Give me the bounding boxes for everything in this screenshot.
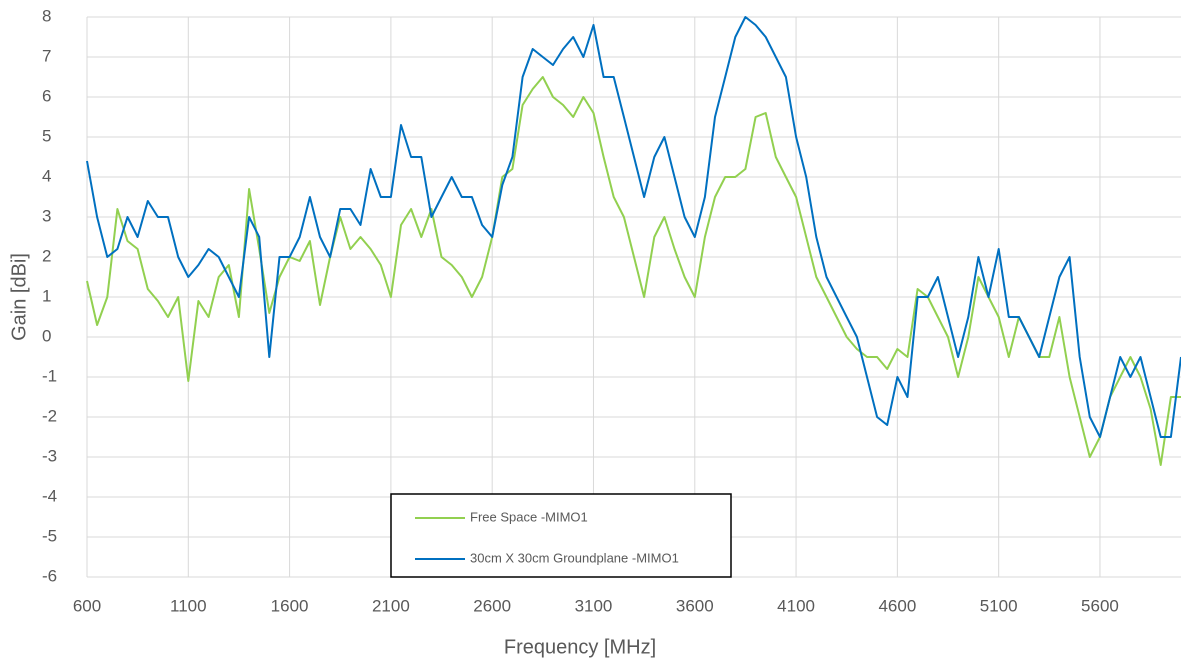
y-tick-label: -1 bbox=[42, 366, 57, 385]
y-tick-label: 1 bbox=[42, 286, 51, 305]
x-tick-label: 600 bbox=[73, 596, 101, 615]
x-tick-label: 3100 bbox=[575, 596, 613, 615]
y-tick-label: 8 bbox=[42, 6, 51, 25]
y-tick-label: 4 bbox=[42, 166, 51, 185]
y-tick-label: 0 bbox=[42, 326, 51, 345]
y-axis-label: Gain [dBi] bbox=[8, 253, 30, 341]
y-tick-label: -2 bbox=[42, 406, 57, 425]
y-tick-label: 3 bbox=[42, 206, 51, 225]
x-tick-label: 4100 bbox=[777, 596, 815, 615]
legend-label: Free Space -MIMO1 bbox=[470, 509, 588, 524]
x-tick-label: 5100 bbox=[980, 596, 1018, 615]
x-tick-label: 2100 bbox=[372, 596, 410, 615]
x-tick-label: 5600 bbox=[1081, 596, 1119, 615]
x-tick-label: 4600 bbox=[878, 596, 916, 615]
y-tick-label: -5 bbox=[42, 526, 57, 545]
y-tick-label: -4 bbox=[42, 486, 57, 505]
x-axis-label: Frequency [MHz] bbox=[504, 636, 656, 658]
x-tick-label: 2600 bbox=[473, 596, 511, 615]
series-line bbox=[86, 16, 1181, 438]
y-tick-label: -6 bbox=[42, 566, 57, 585]
y-tick-label: 5 bbox=[42, 126, 51, 145]
y-tick-label: 7 bbox=[42, 46, 51, 65]
y-tick-label: -3 bbox=[42, 446, 57, 465]
x-tick-label: 1600 bbox=[271, 596, 309, 615]
legend-box bbox=[390, 493, 732, 578]
y-tick-label: 2 bbox=[42, 246, 51, 265]
legend-label: 30cm X 30cm Groundplane -MIMO1 bbox=[470, 550, 679, 565]
x-tick-label: 1100 bbox=[170, 596, 207, 615]
y-tick-label: 6 bbox=[42, 86, 51, 105]
x-tick-label: 3600 bbox=[676, 596, 714, 615]
series-line bbox=[86, 76, 1181, 466]
